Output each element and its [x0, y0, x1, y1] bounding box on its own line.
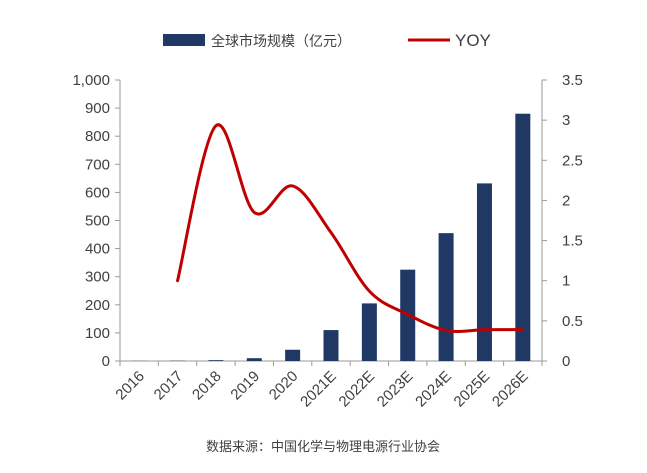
left-tick-label: 400	[85, 241, 110, 258]
legend-bar-label: 全球市场规模（亿元）	[211, 33, 351, 50]
x-tick-label: 2021E	[297, 368, 340, 411]
x-tick-label: 2025E	[451, 368, 494, 411]
left-tick-label: 600	[85, 184, 110, 201]
source-note: 数据来源：中国化学与物理电源行业协会	[206, 439, 440, 455]
bar	[208, 360, 224, 361]
right-tick-label: 1	[562, 273, 570, 290]
right-axis-ticks: 0 0.5 1 1.5 2 2.5 3 3.5	[542, 72, 583, 370]
right-tick-label: 0	[562, 353, 570, 370]
left-tick-label: 900	[85, 100, 110, 117]
legend: 全球市场规模（亿元） YOY	[163, 31, 491, 50]
left-tick-label: 0	[102, 353, 110, 370]
x-tick-label: 2017	[151, 368, 187, 404]
left-tick-label: 300	[85, 269, 110, 286]
x-tick-label: 2016	[112, 368, 148, 404]
bar	[515, 113, 531, 361]
left-tick-label: 800	[85, 128, 110, 145]
left-tick-label: 700	[85, 156, 110, 173]
right-tick-label: 1.5	[562, 233, 583, 250]
legend-line-label: YOY	[455, 31, 491, 50]
bar	[476, 183, 492, 361]
yoy-line	[176, 123, 525, 333]
x-axis-ticks: 2016 2017 2018 2019 20202021E2022E2023E2024E…	[112, 361, 543, 411]
x-tick-label: 2018	[189, 368, 225, 404]
right-tick-label: 2	[562, 192, 570, 209]
x-tick-label: 2019	[227, 368, 263, 404]
x-tick-label: 2026E	[489, 368, 532, 411]
x-tick-label: 2023E	[374, 368, 417, 411]
bar	[285, 349, 301, 361]
bar	[246, 358, 262, 361]
left-axis-ticks: 0 100 200 300 400 500 600 700 800 900 1,000	[72, 72, 120, 370]
x-tick-label: 2020	[266, 368, 302, 404]
right-tick-label: 2.5	[562, 152, 583, 169]
left-tick-label: 500	[85, 213, 110, 230]
legend-bar-swatch	[163, 34, 205, 46]
left-tick-label: 200	[85, 297, 110, 314]
line-series	[176, 123, 525, 333]
right-tick-label: 0.5	[562, 313, 583, 330]
right-tick-label: 3	[562, 112, 570, 129]
bar	[361, 303, 377, 361]
x-tick-label: 2022E	[336, 368, 379, 411]
bar-series	[131, 113, 531, 361]
bar	[323, 330, 339, 361]
left-tick-label: 1,000	[72, 72, 110, 89]
x-tick-label: 2024E	[412, 368, 455, 411]
bar	[438, 233, 454, 361]
right-tick-label: 3.5	[562, 72, 583, 89]
left-tick-label: 100	[85, 325, 110, 342]
